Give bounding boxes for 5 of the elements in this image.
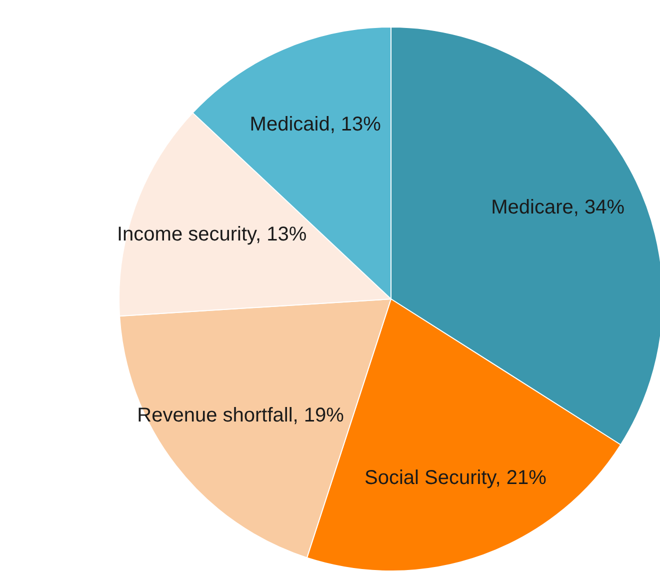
slice-label: Medicaid, 13% — [250, 113, 382, 136]
slice-label: Social Security, 21% — [364, 467, 547, 490]
slice-label: Medicare, 34% — [491, 196, 625, 218]
slice-label: Revenue shortfall, 19% — [137, 404, 344, 427]
slice-label: Income security, 13% — [116, 224, 307, 246]
